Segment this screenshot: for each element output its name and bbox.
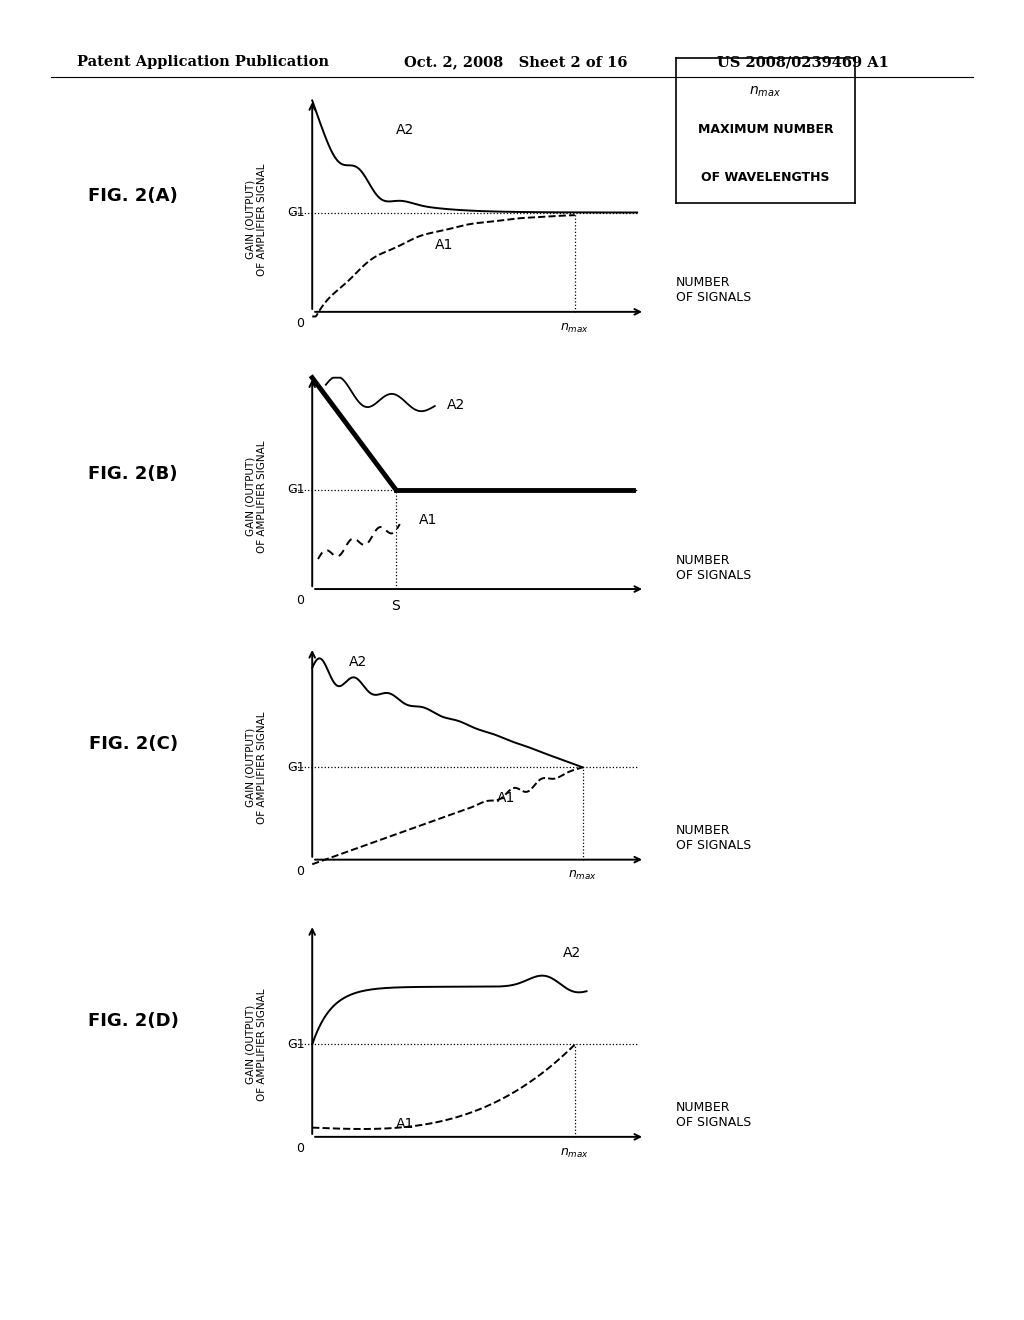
Text: 0: 0 [297, 865, 304, 878]
Text: A1: A1 [435, 239, 454, 252]
Text: GAIN (OUTPUT)
OF AMPLIFIER SIGNAL: GAIN (OUTPUT) OF AMPLIFIER SIGNAL [245, 989, 267, 1101]
Text: A1: A1 [419, 513, 437, 528]
Text: 0: 0 [297, 594, 304, 607]
Text: G1: G1 [287, 206, 304, 219]
Text: A1: A1 [396, 1117, 415, 1131]
Text: FIG. 2(B): FIG. 2(B) [88, 465, 178, 483]
Text: G1: G1 [287, 1038, 304, 1051]
Text: 0: 0 [297, 317, 304, 330]
Text: A2: A2 [446, 397, 465, 412]
Text: A2: A2 [563, 945, 582, 960]
Text: NUMBER
OF SIGNALS: NUMBER OF SIGNALS [676, 1101, 751, 1130]
Text: GAIN (OUTPUT)
OF AMPLIFIER SIGNAL: GAIN (OUTPUT) OF AMPLIFIER SIGNAL [245, 711, 267, 824]
Text: A1: A1 [497, 791, 515, 805]
Text: G1: G1 [287, 483, 304, 496]
Text: NUMBER
OF SIGNALS: NUMBER OF SIGNALS [676, 824, 751, 853]
Text: FIG. 2(C): FIG. 2(C) [88, 735, 178, 754]
Text: GAIN (OUTPUT)
OF AMPLIFIER SIGNAL: GAIN (OUTPUT) OF AMPLIFIER SIGNAL [245, 441, 267, 553]
Text: G1: G1 [287, 760, 304, 774]
Text: $n_{max}$: $n_{max}$ [750, 84, 781, 99]
Text: A2: A2 [349, 655, 368, 669]
Text: NUMBER
OF SIGNALS: NUMBER OF SIGNALS [676, 553, 751, 582]
Text: FIG. 2(A): FIG. 2(A) [88, 187, 178, 206]
Text: GAIN (OUTPUT)
OF AMPLIFIER SIGNAL: GAIN (OUTPUT) OF AMPLIFIER SIGNAL [245, 164, 267, 276]
Text: NUMBER
OF SIGNALS: NUMBER OF SIGNALS [676, 276, 751, 305]
Text: S: S [391, 599, 400, 612]
Text: A2: A2 [396, 123, 414, 137]
Text: $n_{max}$: $n_{max}$ [568, 870, 597, 883]
Text: FIG. 2(D): FIG. 2(D) [88, 1012, 178, 1031]
Text: Patent Application Publication: Patent Application Publication [77, 55, 329, 70]
Text: OF WAVELENGTHS: OF WAVELENGTHS [701, 172, 829, 185]
Text: MAXIMUM NUMBER: MAXIMUM NUMBER [697, 124, 834, 136]
Text: 0: 0 [297, 1142, 304, 1155]
Text: Oct. 2, 2008   Sheet 2 of 16: Oct. 2, 2008 Sheet 2 of 16 [404, 55, 628, 70]
Text: $n_{max}$: $n_{max}$ [560, 1147, 590, 1160]
Text: US 2008/0239469 A1: US 2008/0239469 A1 [717, 55, 889, 70]
Text: $n_{max}$: $n_{max}$ [560, 322, 590, 335]
